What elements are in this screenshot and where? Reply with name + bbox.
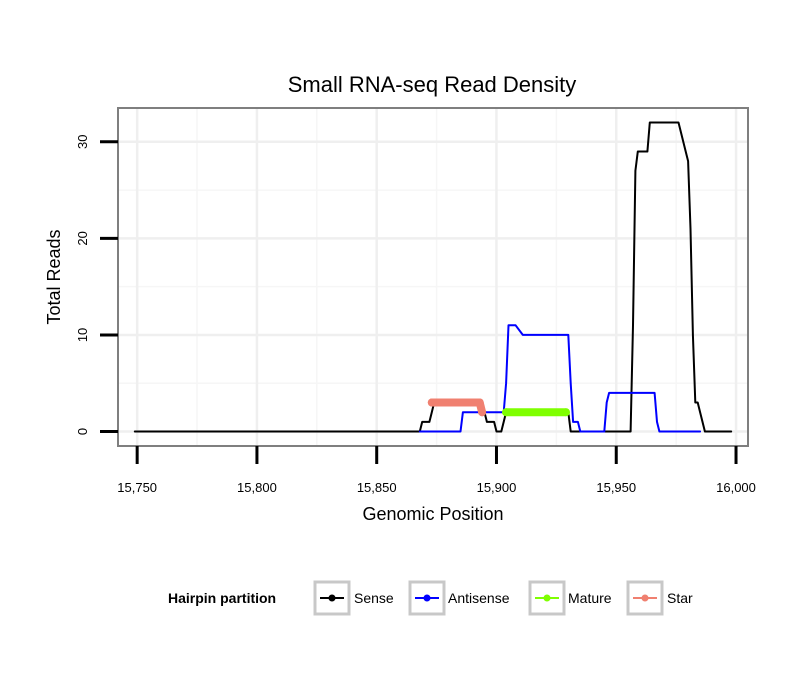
x-tick-label: 15,950 xyxy=(596,480,636,495)
legend-key-point-sense xyxy=(328,594,336,602)
y-axis: 0 10 20 30 xyxy=(75,135,118,435)
y-axis-title: Total Reads xyxy=(44,229,64,324)
y-tick-label: 20 xyxy=(75,231,90,245)
x-tick-label: 16,000 xyxy=(716,480,756,495)
legend-label-antisense: Antisense xyxy=(448,590,510,606)
x-tick-label: 15,900 xyxy=(477,480,517,495)
plot-border xyxy=(117,107,749,447)
x-axis: 15,750 15,800 15,850 15,900 15,950 16,000 xyxy=(117,446,756,495)
legend-key-point-antisense xyxy=(423,594,431,602)
legend-label-star: Star xyxy=(667,590,693,606)
x-axis-title: Genomic Position xyxy=(362,504,503,524)
x-tick-label: 15,850 xyxy=(357,480,397,495)
y-tick-label: 0 xyxy=(75,428,90,435)
y-tick-label: 30 xyxy=(75,135,90,149)
grid xyxy=(118,108,748,446)
legend-title: Hairpin partition xyxy=(168,590,276,606)
series-layer xyxy=(133,121,733,433)
series-point-star xyxy=(427,398,436,407)
legend: Hairpin partition Sense Antisense Mature St… xyxy=(168,580,693,616)
series-point-star xyxy=(475,398,484,407)
series-point-mature xyxy=(561,408,570,417)
legend-key-point-star xyxy=(641,594,649,602)
series-point-star xyxy=(478,408,487,417)
legend-label-mature: Mature xyxy=(568,590,612,606)
plot-background xyxy=(118,108,748,446)
legend-key-point-mature xyxy=(543,594,551,602)
x-tick-label: 15,800 xyxy=(237,480,277,495)
y-tick-label: 10 xyxy=(75,328,90,342)
series-point-mature xyxy=(502,408,511,417)
chart-title: Small RNA-seq Read Density xyxy=(288,72,577,97)
x-tick-label: 15,750 xyxy=(117,480,157,495)
legend-label-sense: Sense xyxy=(354,590,394,606)
